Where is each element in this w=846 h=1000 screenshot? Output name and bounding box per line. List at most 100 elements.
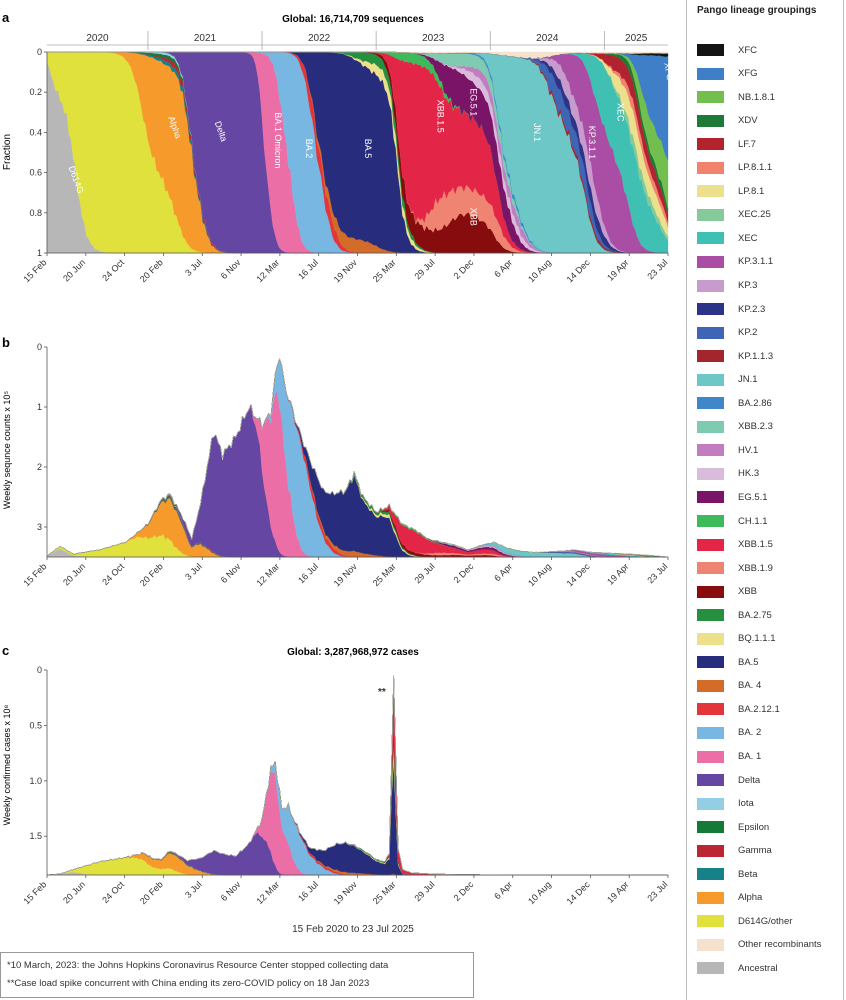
panel-b-x-tick-label: 6 Apr [492, 561, 514, 583]
legend-item: XFC [697, 40, 757, 60]
panel-b-x-tick-label: 19 Nov [332, 561, 360, 589]
panel-b-chart: 0 1 2 3 15 Feb 20 Jun 24 Oct 20 Feb 3 Jul 6 Nov 12… [22, 342, 670, 589]
panel-c-y-tick-label: 1.5 [29, 831, 42, 841]
legend-label: BA.5 [738, 656, 759, 668]
legend-label: Ancestral [738, 962, 778, 974]
legend-item: BA. 4 [697, 676, 761, 696]
legend-swatch [697, 91, 724, 104]
year-label: 2020 [86, 33, 109, 44]
legend-swatch [697, 656, 724, 669]
panel-a-area-label: XFG [662, 62, 675, 82]
legend-item: XBB [697, 582, 757, 602]
panel-b-letter: b [2, 335, 10, 350]
legend-item: Epsilon [697, 817, 769, 837]
panel-c-area-xfg [46, 675, 668, 876]
panel-a-x-tick-label: 24 Oct [100, 257, 126, 283]
legend-item: LP.8.1.1 [697, 158, 772, 178]
panel-a-area-label: EG.5.1 [469, 88, 479, 116]
panel-a-area-label: BA.5 [363, 139, 373, 159]
legend-label: BA.2.12.1 [738, 703, 780, 715]
panel-c-x-tick-label: 14 Dec [565, 879, 593, 907]
panel-a-letter: a [2, 10, 10, 25]
legend-label: CH.1.1 [738, 515, 768, 527]
panel-c-area-ch-1-1 [46, 675, 668, 876]
panel-b-x-tick-label: 16 Jul [296, 561, 320, 585]
footnote-2: **Case load spike concurrent with China … [7, 978, 370, 989]
panel-c-x-tick-label: 15 Feb [22, 879, 49, 906]
panel-a-y-tick-label: 0 [37, 47, 42, 57]
panel-c-y-tick-label: 0.5 [29, 720, 42, 730]
panel-b-y-tick-label: 3 [37, 522, 42, 532]
panel-c-area-ba-2-86 [46, 675, 668, 876]
legend-swatch [697, 891, 724, 904]
panel-c-x-tick-label: 23 Jul [645, 879, 669, 903]
legend-label: LP.8.1.1 [738, 162, 773, 174]
x-axis-caption: 15 Feb 2020 to 23 Jul 2025 [292, 924, 414, 935]
panel-c-area-kp-1-1-3 [46, 675, 668, 876]
panel-b-x-tick-label: 29 Jul [412, 561, 436, 585]
panel-c-title: Global: 3,287,968,972 cases [287, 647, 419, 658]
legend-label: XBB.1.9 [738, 562, 773, 574]
panel-c-x-tick-label: 10 Aug [526, 879, 553, 906]
legend-item: KP.1.1.3 [697, 346, 773, 366]
panel-a-x-tick-label: 6 Nov [219, 257, 243, 281]
legend-item: BA.2.75 [697, 605, 772, 625]
legend-swatch [697, 797, 724, 810]
legend-swatch [697, 114, 724, 127]
legend-swatch [697, 915, 724, 928]
legend-item: XBB.1.9 [697, 558, 773, 578]
panel-b-y-tick-label: 0 [37, 342, 42, 352]
legend-label: XEC.25 [738, 209, 771, 221]
legend-item: Delta [697, 770, 760, 790]
legend-label: BA. 2 [738, 727, 762, 739]
legend-item: KP.3.1.1 [697, 252, 773, 272]
panel-a-area-label: BA.1 Omicron [273, 112, 283, 168]
panel-c-area-hv-1 [46, 675, 668, 876]
panel-c-area-nb-1-8-1 [46, 675, 668, 876]
legend-label: XBB.2.3 [738, 421, 773, 433]
legend-swatch [697, 67, 724, 80]
legend-label: Beta [738, 868, 758, 880]
legend-item: HK.3 [697, 464, 759, 484]
legend-item: BA.5 [697, 652, 759, 672]
legend-item: XEC.25 [697, 205, 771, 225]
panel-a-ylabel: Fraction [2, 134, 13, 170]
panel-a-area-label: JN.1 [532, 123, 542, 142]
panel-c-x-tick-label: 6 Nov [219, 879, 243, 903]
panel-c-area-xfc [46, 675, 668, 876]
legend-panel: Pango lineage groupings XFC XFG NB.1.8.1 XD… [686, 0, 844, 1000]
annotation-star: * [386, 862, 390, 873]
legend-swatch [697, 326, 724, 339]
panel-a-x-tick-label: 25 Mar [371, 257, 398, 284]
legend-item: LF.7 [697, 134, 756, 154]
legend-item: XFG [697, 64, 758, 84]
panel-c-x-tick-label: 24 Oct [100, 879, 126, 905]
legend-item: BA. 1 [697, 747, 761, 767]
panel-c-area-lp-8-1-1 [46, 675, 668, 876]
legend-item: LP.8.1 [697, 181, 764, 201]
panel-a-x-tick-label: 20 Feb [138, 257, 165, 284]
legend-label: XBB.1.5 [738, 539, 773, 551]
panel-b-x-tick-label: 10 Aug [526, 561, 553, 588]
panel-a-chart: 0 0.2 0.4 0.6 0.8 115 Feb 20 Jun 24 Oct 20 Feb 3 … [22, 47, 676, 285]
panel-c-area-xec [46, 675, 668, 876]
panel-a-x-tick-label: 6 Apr [492, 257, 514, 279]
legend-label: Delta [738, 774, 761, 786]
panel-c-x-tick-label: 3 Jul [183, 879, 204, 900]
panel-c-x-tick-label: 2 Dec [452, 879, 476, 903]
legend-label: LP.8.1 [738, 185, 765, 197]
legend-item: XBB.2.3 [697, 417, 773, 437]
legend-swatch [697, 208, 724, 221]
legend-label: Epsilon [738, 821, 770, 833]
panel-c-area-kp-3 [46, 675, 668, 876]
legend-swatch [697, 350, 724, 363]
panel-a-x-tick-label: 29 Jul [412, 257, 436, 281]
legend-title: Pango lineage groupings [697, 5, 817, 16]
legend-swatch [697, 138, 724, 151]
panel-a-area-label: XBB.1.5 [436, 100, 446, 133]
legend-swatch [697, 938, 724, 951]
panel-c-x-tick-label: 12 Mar [254, 879, 281, 906]
legend-item: D614G/other [697, 911, 792, 931]
legend-label: XEC [738, 232, 758, 244]
legend-label: BA. 1 [738, 751, 762, 762]
